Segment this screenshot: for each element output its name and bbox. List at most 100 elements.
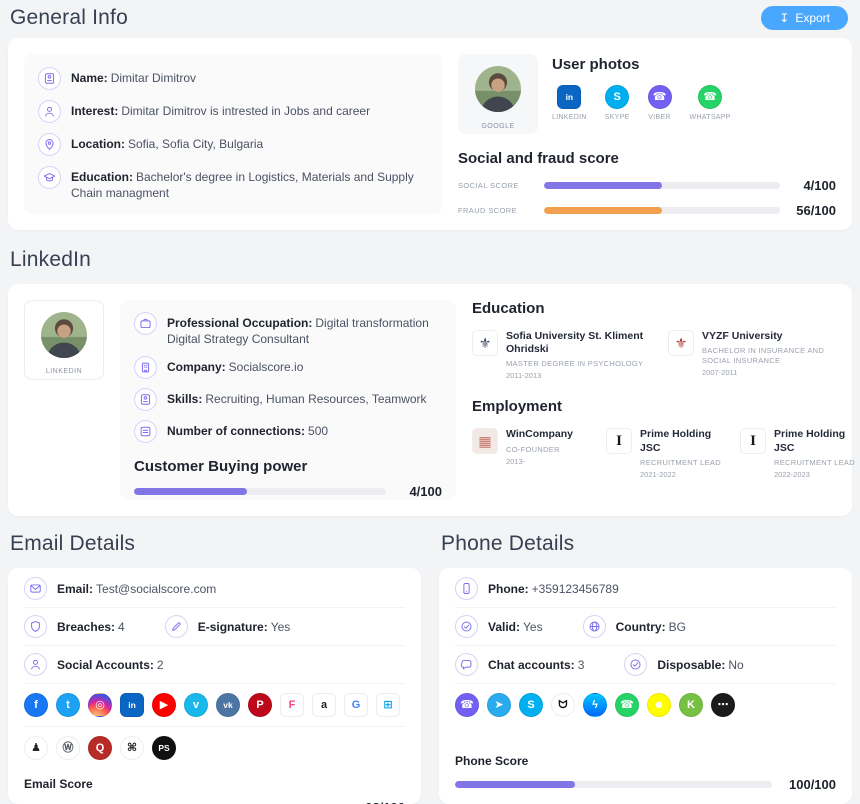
field-value: +359123456789: [531, 581, 619, 596]
avatar-source-caption: LINKEDIN: [45, 368, 83, 375]
education-item: ⚜ VYZF University BACHELOR IN INSURANCE …: [668, 330, 840, 380]
person-icon: [38, 100, 61, 123]
field-value: Test@socialscore.com: [96, 581, 217, 596]
phone-score-block: Phone Score 100/100: [455, 746, 836, 792]
email-details-card: Email: Test@socialscore.com Breaches: 4 E-…: [8, 568, 421, 804]
check-circle-icon: [624, 653, 648, 676]
linkedin-avatar-tile: LINKEDIN: [24, 300, 104, 380]
field-label: Country:: [615, 619, 666, 634]
breaches-pair: Breaches: 4: [24, 615, 125, 638]
education-item: ⚜ Sofia University St. Kliment Ohridski …: [472, 330, 644, 380]
field-label: Chat accounts:: [488, 657, 575, 672]
field-label: Disposable:: [657, 657, 726, 672]
years: 2013-: [506, 456, 526, 466]
employment-item: ▦ WinCompany CO-FOUNDER 2013-: [472, 428, 590, 478]
general-info-card: Name: Dimitar Dimitrov Interest: Dimitar D…: [8, 38, 852, 230]
fraud-score-bar: [544, 207, 780, 214]
email-row: Email: Test@socialscore.com: [24, 570, 405, 608]
field-value: Dimitar Dimitrov: [110, 71, 197, 85]
email-social-icons-row-2: ♟ Ⓦ Q ⌘ PS: [24, 727, 405, 769]
buying-power-title: Customer Buying power: [134, 458, 308, 476]
email-score-label: Email Score: [24, 777, 93, 791]
field-value: 4: [118, 619, 125, 634]
vk-icon: vk: [216, 693, 240, 717]
buying-power-fill: [134, 488, 248, 496]
field-value: Yes: [523, 619, 543, 634]
email-social-icons-row-1: f t ◎ in ▶ v vk P F a G ⊞: [24, 684, 405, 727]
phone-details-card: Phone: +359123456789 Valid: Yes Country: BG: [439, 568, 852, 804]
person-badge-icon: [134, 388, 157, 412]
facebook-icon: f: [24, 693, 48, 717]
viber-icon: ☎: [455, 693, 479, 717]
photo-source-whatsapp: ☎ WHATSAPP: [690, 85, 731, 121]
buying-power-bar: [134, 488, 386, 496]
field-label: E-signature:: [197, 619, 268, 634]
degree: MASTER DEGREE IN PSYCHOLOGY: [506, 359, 644, 369]
score-section-title: Social and fraud score: [458, 150, 619, 167]
role: RECRUITMENT LEAD: [774, 457, 855, 467]
phone-score-value: 100/100: [789, 777, 836, 792]
linux-penguin-icon: ♟: [24, 736, 48, 760]
valid-pair: Valid: Yes: [455, 615, 543, 638]
phone-row: Phone: +359123456789: [455, 570, 836, 608]
general-info-fields: Name: Dimitar Dimitrov Interest: Dimitar D…: [24, 54, 442, 214]
country-pair: Country: BG: [582, 615, 686, 638]
employment-list: ▦ WinCompany CO-FOUNDER 2013- I Prime Ho…: [472, 428, 858, 479]
export-button-label: Export: [795, 11, 830, 25]
youtube-icon: ▶: [152, 693, 176, 717]
employment-item: I Prime Holding JSC RECRUITMENT LEAD 202…: [740, 428, 858, 479]
linkedin-card: LINKEDIN Professional Occupation: Digital…: [8, 284, 855, 516]
company-name: Prime Holding JSC: [640, 428, 712, 454]
social-score-bar: [544, 182, 780, 189]
field-label: Phone:: [488, 581, 529, 596]
linkedin-icon: in: [120, 693, 144, 717]
pen-icon: [164, 615, 188, 638]
graduation-cap-icon: [38, 166, 61, 189]
email-score-block: Email Score 98/100: [24, 769, 405, 804]
chat-bubble-icon: [455, 653, 478, 676]
whatsapp-icon: ☎: [615, 693, 639, 717]
field-label: Interest:: [71, 104, 119, 118]
role: CO-FOUNDER: [506, 444, 560, 454]
phone-score-label: Phone Score: [455, 754, 529, 768]
linkedin-history: Education ⚜ Sofia University St. Kliment…: [472, 300, 858, 500]
linkedin-fields: Professional Occupation: Digital transfor…: [120, 300, 456, 500]
field-label: Education:: [71, 170, 133, 184]
twitter-icon: t: [56, 693, 80, 717]
general-info-photos-scores: GOOGLE User photos in LINKEDIN S SKYPE: [458, 54, 836, 218]
export-button[interactable]: ↧ Export: [761, 6, 848, 30]
field-label: Name:: [71, 71, 108, 85]
fraud-score-row: FRAUD SCORE 56/100: [458, 203, 836, 218]
photo-source-caption: VIBER: [648, 114, 671, 121]
photo-source-caption: WHATSAPP: [689, 114, 731, 121]
years: 2021-2022: [640, 469, 676, 479]
snapchat-icon: ☻: [647, 693, 671, 717]
years: 2007-2011: [702, 368, 738, 378]
university-logo: ⚜: [668, 330, 694, 356]
field-value: Dimitar Dimitrov is intrested in Jobs an…: [121, 104, 371, 118]
chat-accounts-pair: Chat accounts: 3: [455, 653, 584, 676]
company-logo: I: [740, 428, 766, 455]
info-row-name: Name: Dimitar Dimitrov: [38, 67, 428, 90]
instagram-icon: ◎: [88, 693, 112, 717]
social-score-value: 4/100: [803, 178, 836, 193]
info-row-location: Location: Sofia, Sofia City, Bulgaria: [38, 133, 428, 156]
disposable-pair: Disposable: No: [624, 653, 744, 676]
company-name: WinCompany: [506, 428, 573, 441]
field-value: Yes: [270, 619, 291, 634]
download-icon: ↧: [779, 11, 790, 25]
field-value: Bachelor's degree in Logistics, Material…: [71, 170, 414, 201]
section-title-phone: Phone Details: [441, 532, 575, 555]
degree: BACHELOR IN INSURANCE AND SOCIAL INSURAN…: [702, 346, 825, 366]
shield-icon: [24, 615, 47, 638]
social-accounts-row: Social Accounts: 2: [24, 646, 405, 684]
field-label: Number of connections:: [167, 424, 306, 439]
field-label: Email:: [57, 581, 94, 596]
education-title: Education: [472, 300, 545, 317]
field-value: Digital transformation Digital Strategy …: [167, 316, 429, 347]
valid-country-row: Valid: Yes Country: BG: [455, 608, 836, 646]
list-icon: [134, 420, 157, 444]
photo-source-skype: S SKYPE: [605, 85, 630, 121]
social-score-label: SOCIAL SCORE: [458, 181, 519, 190]
